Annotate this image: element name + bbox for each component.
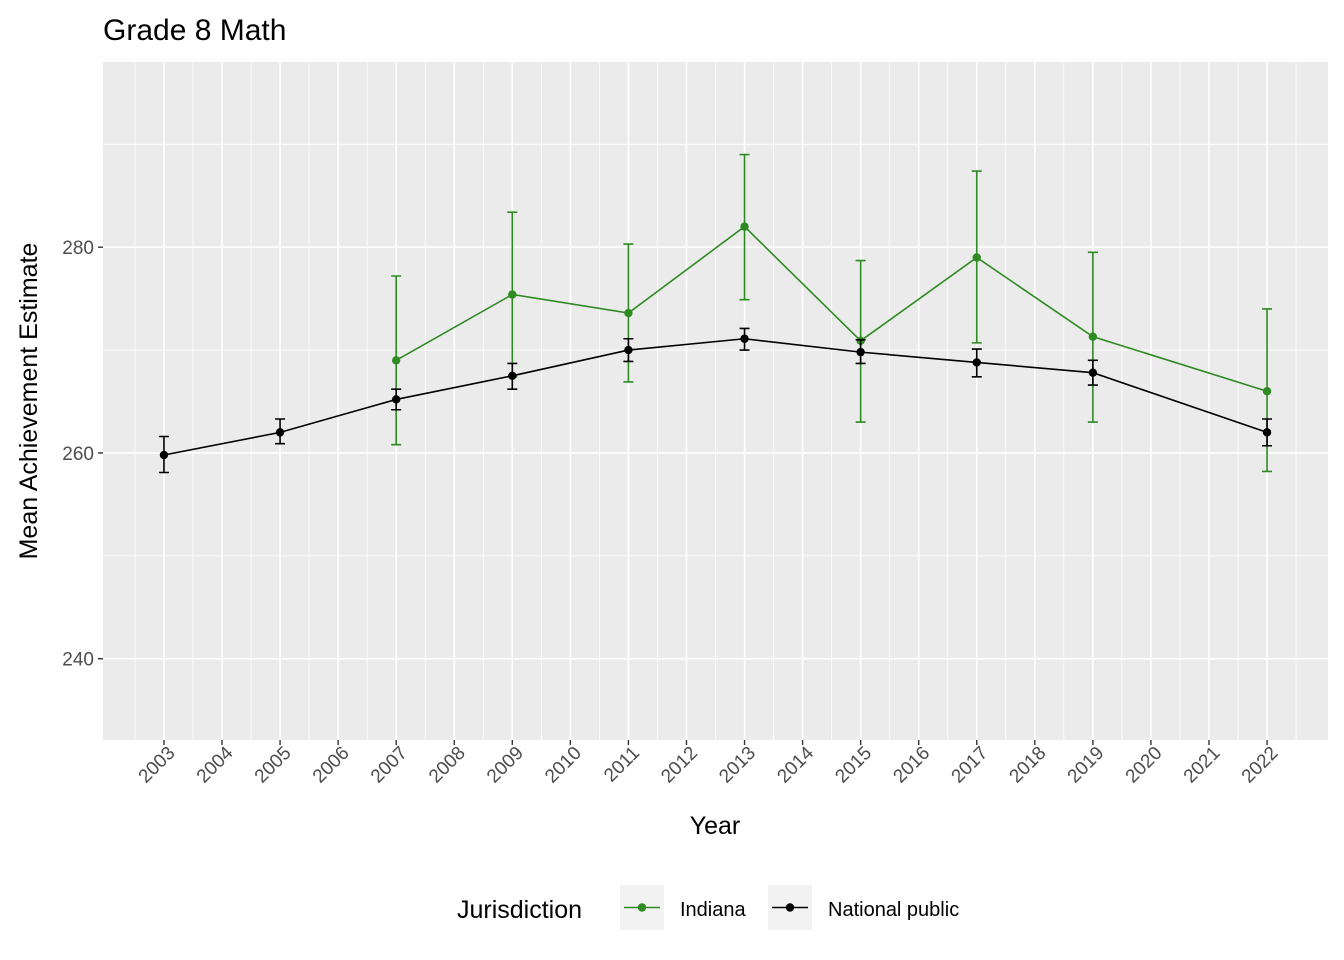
x-tick-label: 2021 xyxy=(1180,743,1225,788)
point-indiana xyxy=(624,308,633,318)
point-national-public xyxy=(856,347,865,357)
y-axis-title: Mean Achievement Estimate xyxy=(15,243,43,560)
point-national-public xyxy=(391,395,401,404)
x-tick-label: 2005 xyxy=(251,743,296,788)
line-national-public xyxy=(163,337,1268,456)
y-axis: 240 260 280 xyxy=(62,238,103,671)
point-national-public xyxy=(1088,368,1098,377)
point-indiana xyxy=(972,253,981,262)
point-indiana xyxy=(391,356,401,365)
x-axis-title: Year xyxy=(690,812,741,840)
x-tick-label: 2020 xyxy=(1122,743,1167,788)
point-national-public xyxy=(508,371,517,380)
y-tick-label: 260 xyxy=(62,444,94,465)
point-national-public xyxy=(159,450,169,460)
legend: Jurisdiction Indiana National public xyxy=(457,885,959,930)
point-indiana xyxy=(508,290,517,299)
series-indiana xyxy=(391,153,1273,473)
grid xyxy=(103,62,1328,740)
x-tick-label: 2003 xyxy=(135,743,180,788)
x-tick-label: 2014 xyxy=(773,742,818,787)
x-tick-label: 2012 xyxy=(657,743,702,788)
point-indiana xyxy=(1262,387,1272,396)
x-tick-label: 2013 xyxy=(715,743,760,788)
legend-label-national-public: National public xyxy=(828,899,959,921)
point-national-public xyxy=(1262,428,1272,437)
line-indiana xyxy=(395,225,1268,392)
point-national-public xyxy=(624,345,633,355)
x-tick-label: 2022 xyxy=(1238,743,1283,788)
x-tick-label: 2010 xyxy=(541,743,586,788)
legend-key-indiana xyxy=(620,885,664,930)
point-national-public xyxy=(972,358,981,367)
point-national-public xyxy=(275,428,285,437)
x-tick-label: 2004 xyxy=(193,742,238,787)
x-tick-label: 2008 xyxy=(425,743,470,788)
x-tick-label: 2006 xyxy=(309,743,354,788)
series-layer xyxy=(158,153,1273,474)
x-tick-label: 2011 xyxy=(600,743,644,787)
y-tick-label: 240 xyxy=(62,650,94,671)
chart-title: Grade 8 Math xyxy=(103,14,286,47)
x-tick-label: 2016 xyxy=(889,743,934,788)
point-national-public xyxy=(740,334,749,343)
x-tick-label: 2015 xyxy=(831,743,876,788)
series-national-public xyxy=(158,327,1273,474)
x-tick-label: 2007 xyxy=(367,743,412,788)
point-indiana xyxy=(1088,332,1098,341)
y-tick-label: 280 xyxy=(62,238,94,259)
x-tick-label: 2017 xyxy=(948,743,993,788)
legend-key-national-public xyxy=(768,885,812,930)
point-indiana xyxy=(740,222,749,231)
x-tick-label: 2019 xyxy=(1064,743,1109,788)
x-axis: 2003 2004 2005 2006 2007 2008 2009 2010 2011 2012… xyxy=(135,740,1283,787)
legend-key-point xyxy=(785,903,795,912)
x-tick-label: 2018 xyxy=(1006,743,1051,788)
x-tick-label: 2009 xyxy=(483,743,528,788)
legend-label-indiana: Indiana xyxy=(680,899,746,921)
legend-title: Jurisdiction xyxy=(457,896,582,924)
legend-key-point xyxy=(637,903,647,912)
